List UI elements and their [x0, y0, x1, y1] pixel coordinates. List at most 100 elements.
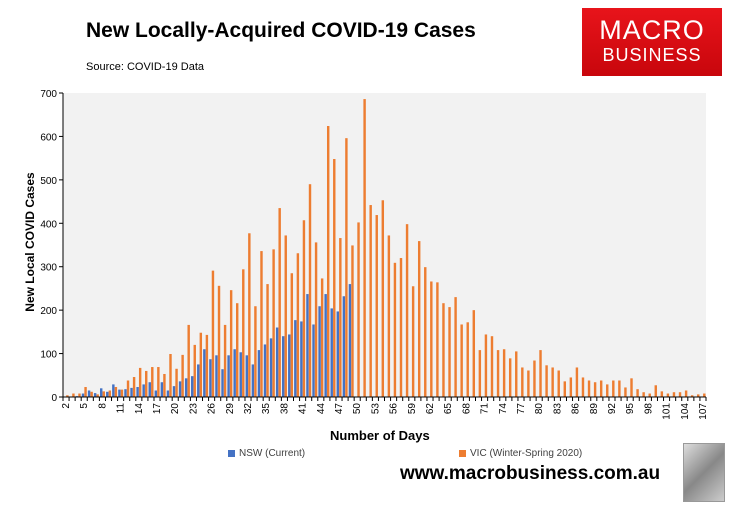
- bar-vic: [630, 378, 633, 397]
- bar-vic: [678, 392, 682, 397]
- bar-vic: [393, 262, 397, 397]
- bar-vic: [575, 367, 579, 397]
- bar-nsw: [306, 294, 309, 397]
- plot-area: [63, 93, 706, 397]
- bar-vic: [551, 367, 554, 397]
- y-tick-label: 0: [51, 393, 57, 404]
- bar-vic: [357, 222, 360, 397]
- bar-vic: [78, 393, 81, 397]
- x-tick-label: 5: [79, 403, 90, 409]
- bar-nsw: [251, 364, 255, 397]
- x-tick-label: 26: [207, 403, 218, 415]
- bar-vic: [557, 370, 560, 397]
- x-tick-label: 56: [389, 403, 400, 415]
- bar-vic: [490, 336, 494, 397]
- x-tick-label: 59: [407, 403, 418, 415]
- bar-vic: [411, 286, 415, 397]
- bar-vic: [320, 278, 324, 397]
- x-tick-label: 101: [662, 403, 673, 420]
- bar-vic: [345, 138, 348, 397]
- bar-vic: [363, 99, 366, 397]
- x-tick-label: 32: [243, 403, 254, 415]
- bar-nsw: [184, 378, 188, 397]
- bar-vic: [108, 390, 112, 397]
- bar-vic: [266, 284, 269, 397]
- bar-vic: [387, 235, 391, 397]
- bar-vic: [187, 324, 190, 397]
- bar-nsw: [300, 321, 303, 397]
- bar-nsw: [239, 352, 242, 397]
- x-tick-label: 95: [625, 403, 636, 415]
- bar-vic: [624, 387, 627, 397]
- bar-vic: [569, 377, 573, 397]
- bar-vic: [466, 322, 469, 397]
- y-tick-label: 600: [40, 132, 57, 143]
- bar-vic: [606, 384, 609, 397]
- macrobusiness-logo: MACRO BUSINESS: [582, 8, 722, 76]
- legend-nsw: NSW (Current): [228, 448, 305, 459]
- bar-nsw: [215, 355, 218, 397]
- bar-vic: [399, 258, 403, 397]
- bar-vic: [90, 391, 93, 397]
- bar-nsw: [312, 324, 315, 397]
- x-tick-label: 17: [152, 403, 163, 415]
- bar-vic: [114, 387, 118, 397]
- bar-vic: [193, 344, 196, 397]
- bar-vic: [533, 360, 536, 397]
- bar-nsw: [136, 387, 139, 397]
- bar-vic: [563, 381, 566, 397]
- bar-nsw: [142, 384, 145, 397]
- bar-vic: [515, 351, 518, 397]
- bar-vic: [478, 350, 482, 397]
- x-tick-label: 77: [516, 403, 527, 415]
- website-url: www.macrobusiness.com.au: [400, 463, 661, 484]
- bar-nsw: [93, 393, 97, 397]
- x-tick-label: 11: [116, 403, 127, 414]
- bar-vic: [472, 310, 476, 397]
- bar-vic: [369, 205, 372, 397]
- bar-nsw: [221, 369, 224, 397]
- y-tick-label: 200: [40, 306, 57, 317]
- x-tick-label: 86: [571, 403, 582, 415]
- bar-vic: [229, 290, 233, 397]
- bar-vic: [181, 354, 184, 397]
- bar-nsw: [118, 389, 121, 397]
- y-tick-label: 100: [40, 350, 57, 361]
- bar-vic: [496, 350, 500, 397]
- bar-vic: [102, 391, 105, 397]
- legend-label-nsw: NSW (Current): [239, 448, 306, 459]
- x-tick-label: 41: [298, 403, 309, 415]
- bar-nsw: [106, 391, 109, 397]
- bar-nsw: [294, 320, 297, 397]
- bar-nsw: [197, 364, 200, 397]
- bar-nsw: [112, 384, 115, 397]
- bar-vic: [502, 349, 506, 397]
- bar-vic: [405, 224, 409, 397]
- x-tick-label: 23: [188, 403, 199, 415]
- bar-vic: [508, 358, 512, 397]
- legend-swatch-vic: [459, 450, 466, 457]
- bar-vic: [581, 377, 585, 397]
- bar-vic: [314, 242, 318, 397]
- bar-vic: [272, 249, 275, 397]
- bar-vic: [430, 281, 433, 397]
- bar-vic: [599, 380, 603, 397]
- bar-vic: [448, 307, 451, 397]
- bar-vic: [424, 267, 427, 397]
- bar-vic: [545, 365, 548, 397]
- x-tick-label: 104: [680, 403, 691, 420]
- bar-vic: [308, 184, 312, 397]
- x-tick-label: 74: [498, 403, 509, 415]
- bar-vic: [436, 282, 439, 397]
- x-tick-label: 71: [480, 403, 491, 415]
- bar-nsw: [275, 327, 279, 397]
- x-tick-label: 44: [316, 403, 327, 415]
- bar-vic: [636, 389, 639, 397]
- source-note: Source: COVID-19 Data: [86, 61, 204, 73]
- bar-vic: [72, 393, 75, 397]
- bar-vic: [217, 285, 221, 397]
- y-tick-label: 700: [40, 89, 57, 100]
- bar-nsw: [178, 381, 182, 397]
